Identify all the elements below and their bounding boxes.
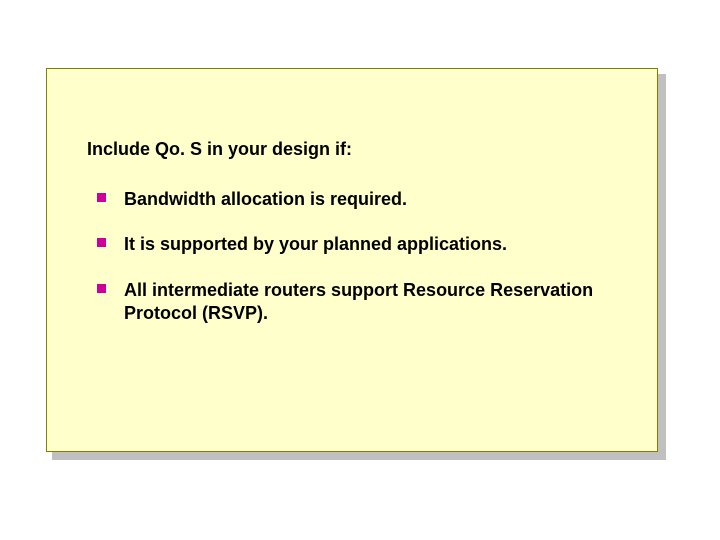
bullet-square-icon: [97, 238, 106, 247]
bullet-text: All intermediate routers support Resourc…: [124, 279, 617, 326]
slide-heading: Include Qo. S in your design if:: [87, 139, 617, 160]
bullet-square-icon: [97, 284, 106, 293]
bullet-text: Bandwidth allocation is required.: [124, 188, 407, 211]
slide-content-box: Include Qo. S in your design if: Bandwid…: [46, 68, 658, 452]
bullet-square-icon: [97, 193, 106, 202]
bullet-text: It is supported by your planned applicat…: [124, 233, 507, 256]
list-item: It is supported by your planned applicat…: [87, 233, 617, 256]
list-item: Bandwidth allocation is required.: [87, 188, 617, 211]
list-item: All intermediate routers support Resourc…: [87, 279, 617, 326]
